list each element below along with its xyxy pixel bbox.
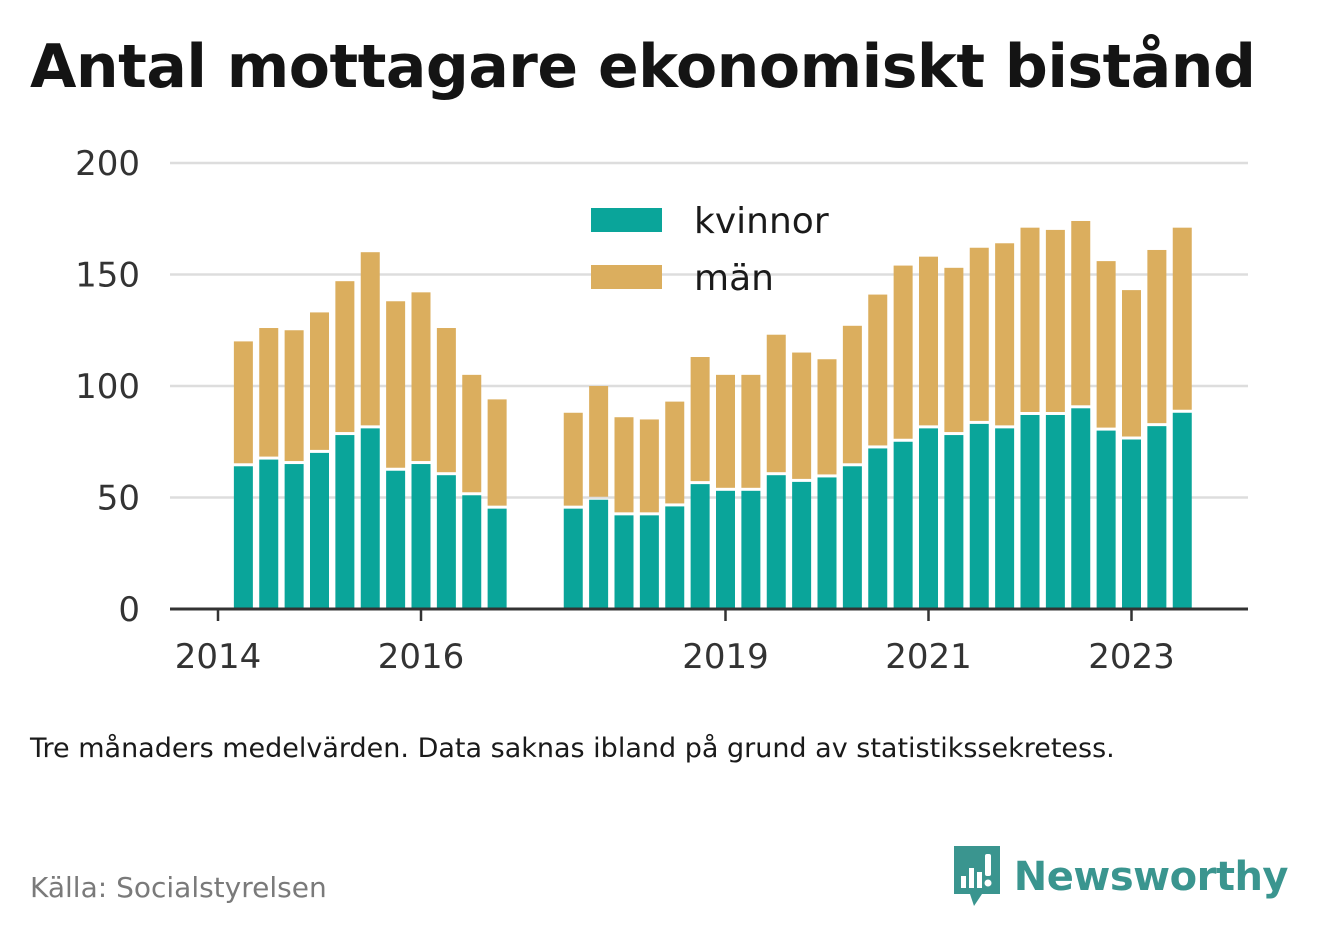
bar-kvinnor <box>310 452 329 609</box>
bar-man <box>944 267 964 433</box>
bar-man <box>995 243 1015 426</box>
source-label: Källa: Socialstyrelsen <box>30 871 327 904</box>
bar-man <box>589 386 609 497</box>
x-tick-label: 2016 <box>378 637 465 677</box>
bar-kvinnor <box>1045 414 1065 609</box>
bar-man <box>284 330 304 462</box>
bar-kvinnor <box>360 428 380 609</box>
bar-man <box>817 359 837 475</box>
bar-kvinnor <box>969 423 989 609</box>
y-tick-label: 50 <box>97 479 140 519</box>
axes: 0 50 100 150 200 2014 2016 2019 2021 2023 <box>75 144 1248 677</box>
bar-man <box>868 294 888 446</box>
brand-name: Newsworthy <box>1013 854 1289 900</box>
bar-kvinnor <box>259 459 279 609</box>
legend-swatch <box>591 208 662 232</box>
bar-man <box>969 247 989 421</box>
stacked-bar-chart: 0 50 100 150 200 2014 2016 2019 2021 2023 kvinnor… <box>75 144 1248 677</box>
brand-logo: Newsworthy <box>952 846 1289 908</box>
bar-man <box>919 256 938 426</box>
bar-kvinnor <box>665 506 685 609</box>
bar-man <box>665 401 685 504</box>
bar-man <box>1172 227 1192 410</box>
bar-man <box>462 374 482 493</box>
bar-kvinnor <box>386 470 406 609</box>
bar-kvinnor <box>1147 426 1167 609</box>
bar-man <box>842 325 862 464</box>
x-tick-label: 2023 <box>1088 637 1175 677</box>
bar-kvinnor <box>741 490 761 609</box>
bar-man <box>716 374 735 488</box>
bar-kvinnor <box>792 481 812 609</box>
bar-kvinnor <box>690 484 710 609</box>
bar-man <box>310 312 329 450</box>
bar-kvinnor <box>868 448 888 609</box>
bars <box>233 220 1192 609</box>
bar-man <box>1045 229 1065 412</box>
bar-kvinnor <box>462 495 482 609</box>
bar-kvinnor <box>335 435 355 609</box>
newsworthy-logo-icon <box>953 846 1000 906</box>
y-tick-label: 100 <box>75 367 140 407</box>
legend-swatch <box>591 265 662 289</box>
bar-man <box>487 399 507 506</box>
x-tick-label: 2014 <box>175 637 262 677</box>
bar-kvinnor <box>766 475 786 609</box>
bar-man <box>259 328 279 457</box>
legend-label: kvinnor <box>694 201 829 242</box>
bar-kvinnor <box>1172 412 1192 609</box>
bar-kvinnor <box>411 464 431 609</box>
bar-kvinnor <box>842 466 862 609</box>
y-tick-label: 200 <box>75 144 140 184</box>
bar-man <box>411 292 431 462</box>
chart-note: Tre månaders medelvärden. Data saknas ib… <box>30 733 1115 764</box>
bar-man <box>436 328 456 473</box>
bar-man <box>893 265 913 439</box>
bar-man <box>335 281 355 433</box>
bar-man <box>792 352 812 479</box>
bar-kvinnor <box>1122 439 1141 609</box>
bar-kvinnor <box>716 490 735 609</box>
bar-kvinnor <box>944 435 964 609</box>
legend: kvinnor män <box>591 201 829 299</box>
bar-man <box>1122 290 1141 437</box>
bar-man <box>741 374 761 488</box>
bar-man <box>639 419 659 513</box>
y-tick-label: 0 <box>118 590 140 630</box>
bar-man <box>386 301 406 468</box>
bar-man <box>360 252 380 426</box>
bar-man <box>1096 261 1116 428</box>
bar-kvinnor <box>817 477 837 609</box>
bar-kvinnor <box>1020 414 1040 609</box>
bar-man <box>766 334 786 473</box>
y-tick-label: 150 <box>75 256 140 296</box>
legend-label: män <box>694 258 774 299</box>
bar-kvinnor <box>614 515 634 609</box>
bar-man <box>233 341 253 464</box>
bar-man <box>690 357 710 482</box>
bar-kvinnor <box>1096 430 1116 609</box>
bar-man <box>563 412 583 506</box>
x-tick-label: 2019 <box>682 637 769 677</box>
bar-kvinnor <box>563 508 583 609</box>
x-tick-label: 2021 <box>885 637 972 677</box>
bar-kvinnor <box>589 499 609 609</box>
bar-kvinnor <box>233 466 253 609</box>
bar-man <box>614 417 634 513</box>
bar-kvinnor <box>893 441 913 609</box>
bar-kvinnor <box>1071 408 1091 609</box>
bar-man <box>1147 249 1167 424</box>
bar-man <box>1020 227 1040 412</box>
bar-kvinnor <box>284 464 304 609</box>
bar-kvinnor <box>995 428 1015 609</box>
chart-title: Antal mottagare ekonomiskt bistånd <box>30 32 1256 102</box>
bar-kvinnor <box>487 508 507 609</box>
bar-kvinnor <box>639 515 659 609</box>
bar-man <box>1071 220 1091 406</box>
bar-kvinnor <box>436 475 456 609</box>
bar-kvinnor <box>919 428 938 609</box>
